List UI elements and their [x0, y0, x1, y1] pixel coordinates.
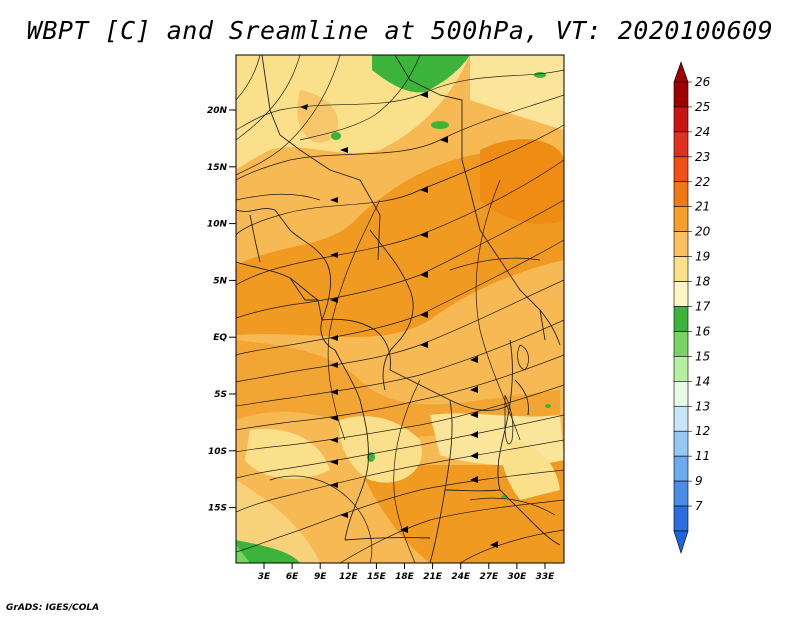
colorbar-swatch [673, 156, 689, 183]
colorbar-label: 13 [695, 399, 710, 413]
green-patch [331, 132, 341, 140]
lon-label: 6E [286, 572, 299, 582]
colorbar-label: 22 [695, 175, 710, 189]
colorbar-swatch [673, 430, 689, 457]
colorbar-swatch [673, 181, 689, 208]
colorbar-swatch [673, 106, 689, 133]
colorbar-label: 25 [695, 100, 710, 114]
colorbar-swatch [673, 281, 689, 307]
latitude-axis: 20N 15N 10N 5N EQ 5S 10S 15S [207, 106, 236, 514]
colorbar-swatch [673, 405, 689, 432]
lat-label: 20N [207, 106, 228, 116]
light-region [339, 416, 422, 483]
lat-label: EQ [213, 333, 227, 343]
streamlines [236, 55, 564, 563]
green-patch [545, 404, 551, 408]
colorbar-label: 20 [695, 225, 711, 239]
lon-label: 3E [258, 572, 271, 582]
light-region [236, 480, 320, 563]
colorbar-label: 7 [695, 499, 703, 513]
lon-label: 12E [339, 572, 359, 582]
lon-label: 15E [367, 572, 387, 582]
lat-label: 15S [208, 504, 227, 514]
lat-label: 10S [208, 447, 227, 457]
colorbar: 26 25 24 23 22 21 20 19 18 17 16 15 14 13 12 11 9 7 [673, 61, 711, 554]
colorbar-label: 9 [695, 474, 703, 488]
green-region [236, 540, 300, 563]
green-region [372, 55, 470, 93]
colorbar-label: 18 [695, 275, 711, 289]
lat-label: 10N [207, 220, 228, 230]
stream-arrows [300, 91, 498, 548]
colorbar-swatch [673, 381, 689, 407]
green-region [236, 545, 250, 563]
lon-label: 33E [536, 572, 556, 582]
light-region [500, 440, 560, 500]
colorbar-swatch [673, 480, 689, 507]
colorbar-swatch [673, 505, 689, 532]
colorbar-label: 19 [695, 250, 710, 264]
colorbar-label: 11 [695, 449, 710, 463]
lon-label: 27E [479, 572, 499, 582]
colorbar-swatch [673, 356, 689, 382]
country-borders [236, 55, 561, 563]
lakes [504, 344, 530, 445]
light-region [245, 429, 330, 479]
colorbar-top-arrow [673, 61, 689, 83]
lat-label: 5N [213, 276, 227, 286]
colorbar-label: 26 [695, 75, 711, 89]
colorbar-swatch [673, 131, 689, 158]
lon-label: 30E [508, 572, 528, 582]
footer-credit: GrADS: IGES/COLA [6, 603, 100, 613]
colorbar-label: 24 [695, 125, 710, 139]
colorbar-bottom-arrow [673, 530, 689, 554]
map-panel [236, 55, 564, 563]
colorbar-label: 14 [695, 374, 710, 388]
map-frame [235, 54, 565, 564]
colorbar-label: 15 [695, 349, 710, 363]
warm-region [480, 139, 564, 224]
colorbar-swatch [673, 331, 689, 357]
green-patch [431, 121, 449, 129]
lon-label: 18E [395, 572, 415, 582]
lon-label: 21E [423, 572, 443, 582]
colorbar-label: 23 [695, 150, 710, 164]
longitude-axis: 3E 6E 9E 12E 15E 18E 21E 24E 27E 30E 33E [258, 563, 555, 582]
colorbar-swatch [673, 306, 689, 332]
lon-label: 24E [451, 572, 471, 582]
colorbar-swatch [673, 81, 689, 108]
colorbar-label: 16 [695, 324, 711, 338]
lat-label: 15N [207, 163, 228, 173]
lat-label: 5S [214, 390, 227, 400]
colorbar-label: 12 [695, 424, 710, 438]
light-region [297, 90, 339, 143]
colorbar-swatch [673, 206, 689, 232]
colorbar-swatch [673, 455, 689, 482]
colorbar-label: 21 [695, 200, 710, 214]
colorbar-swatch [673, 231, 689, 257]
colorbar-label: 17 [695, 300, 711, 314]
chart-title: WBPT [C] and Sreamline at 500hPa, VT: 20… [26, 16, 774, 45]
lon-label: 9E [314, 572, 327, 582]
colorbar-swatch [673, 256, 689, 282]
